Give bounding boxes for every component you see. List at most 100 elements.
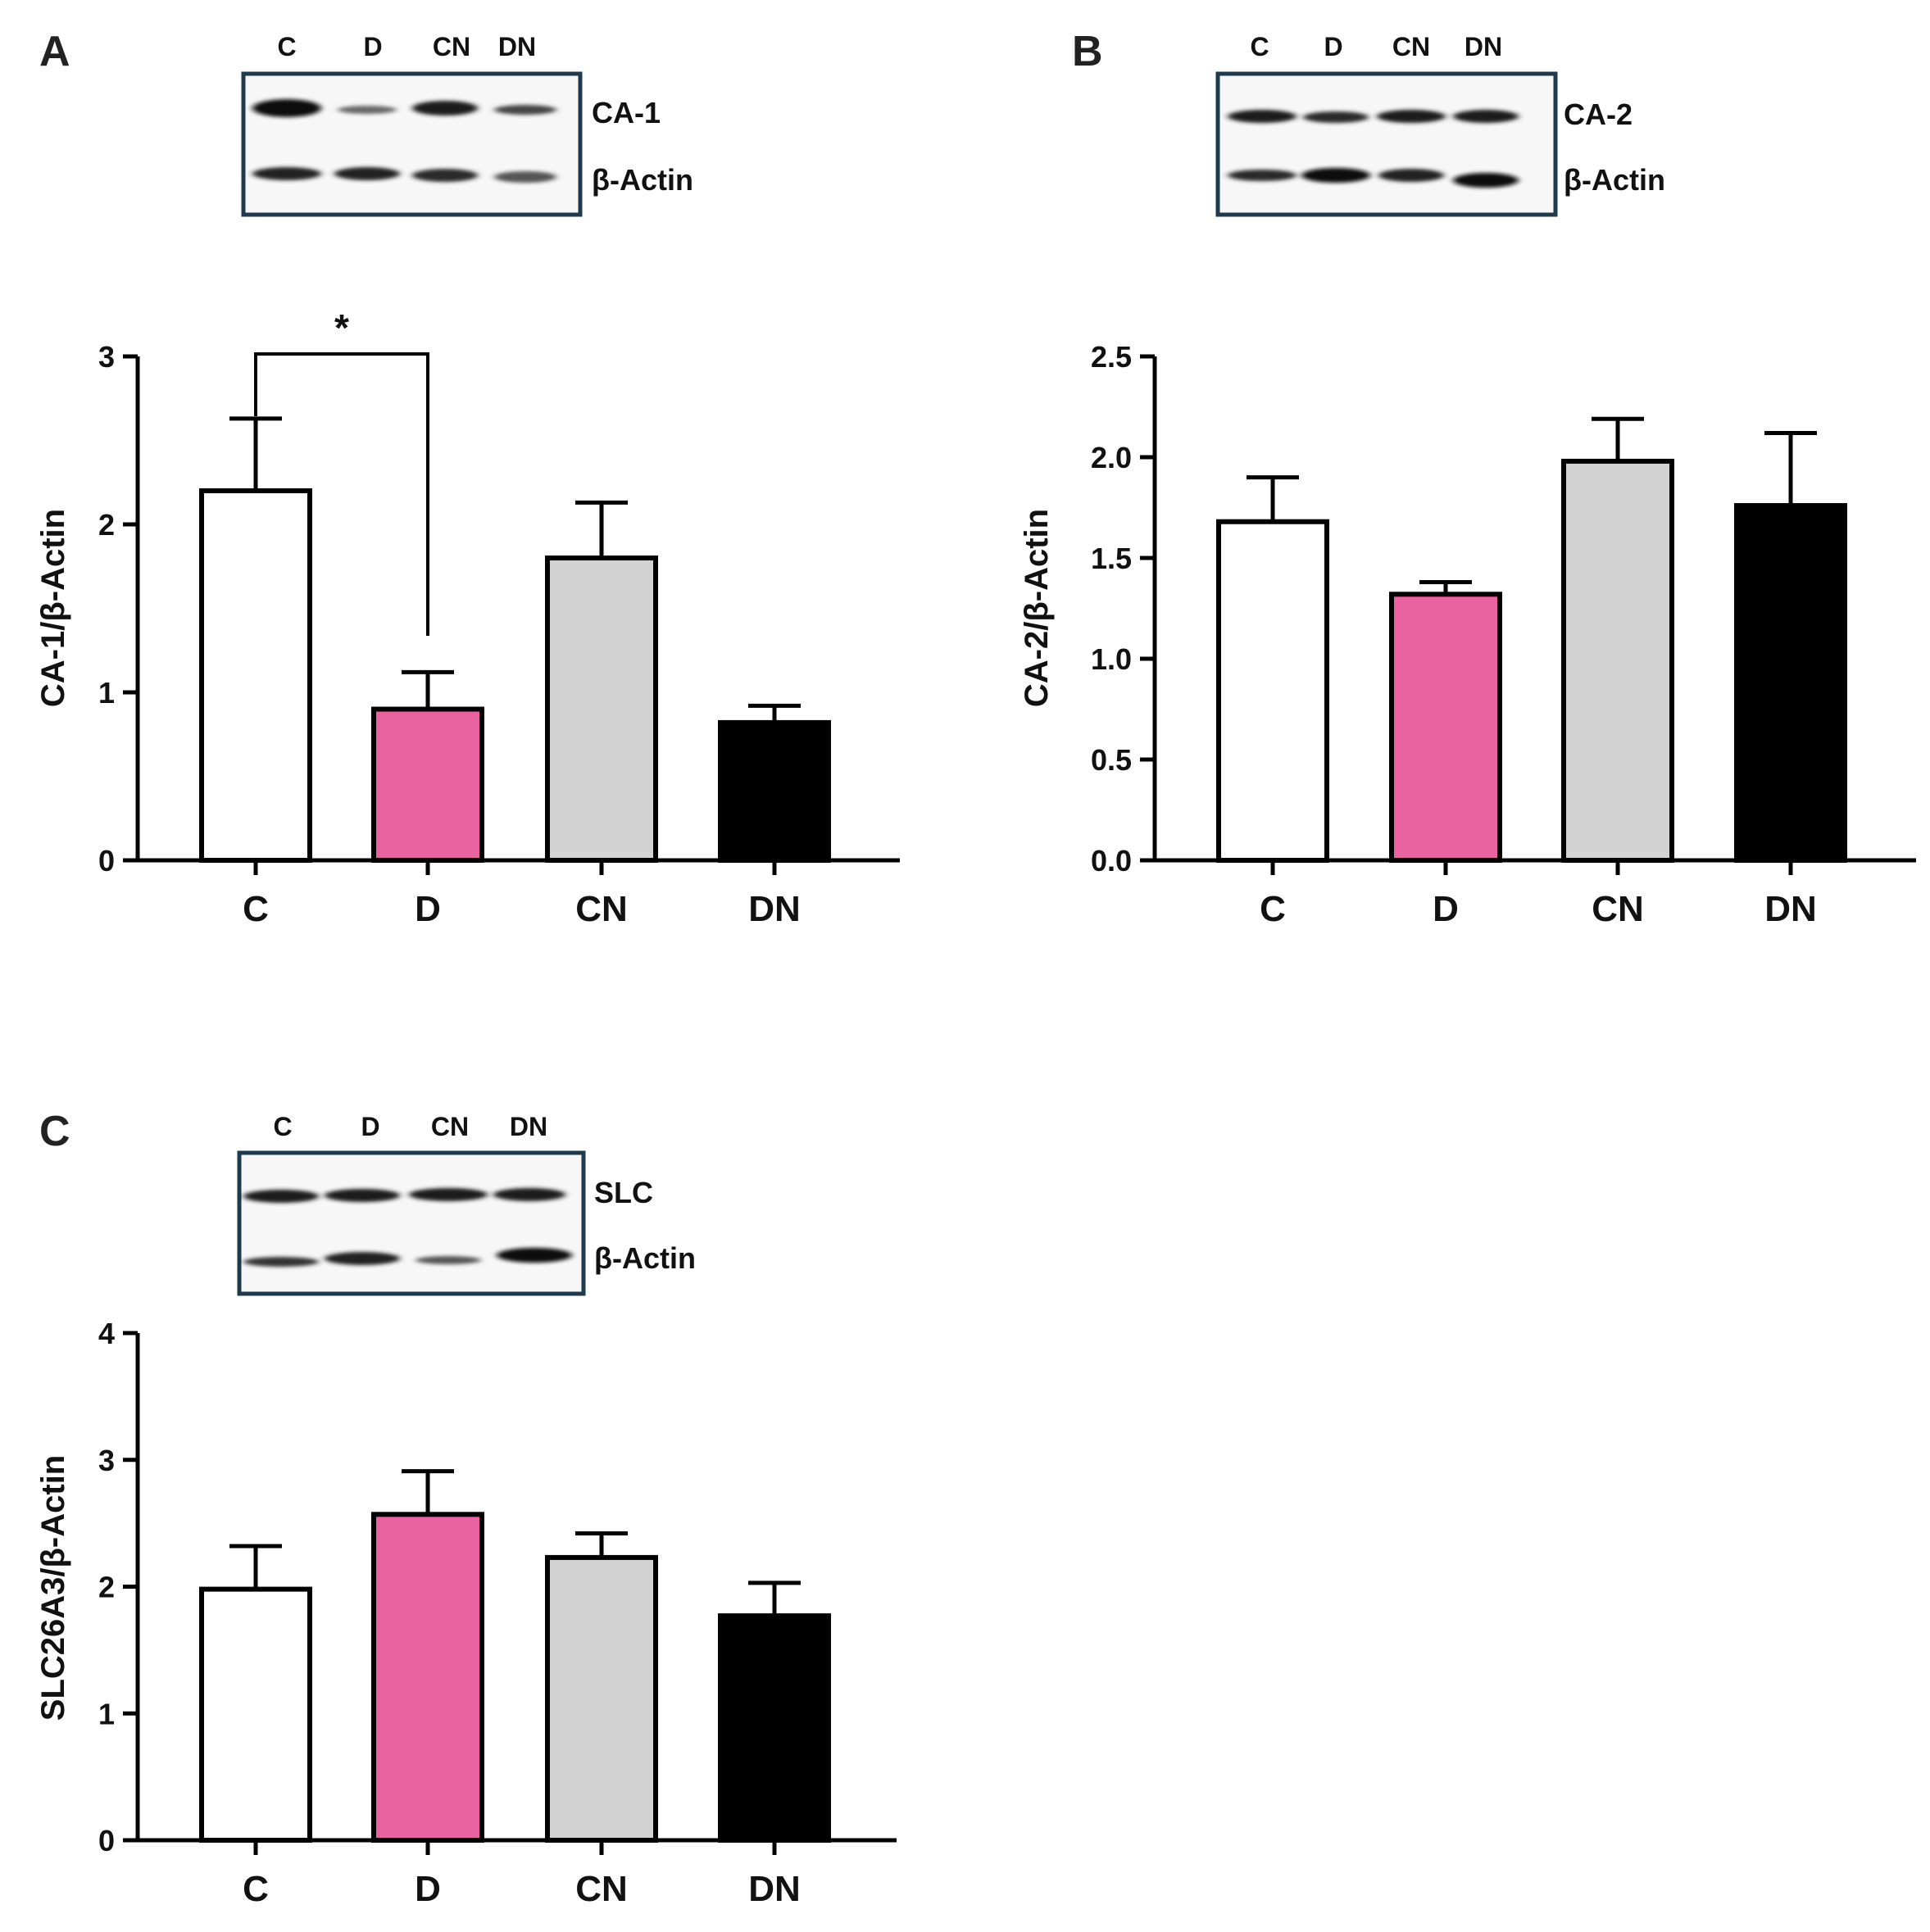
bar (1389, 592, 1502, 864)
blot-a: C D CN DN CA-1 β-Actin (241, 32, 693, 217)
blot-band (412, 169, 478, 182)
y-tick-label: 3 (98, 1444, 115, 1477)
y-tick-label: 4 (98, 1317, 115, 1350)
x-tick-label: DN (1764, 889, 1817, 929)
bar (545, 556, 658, 863)
blot-a-bands (252, 99, 556, 183)
blot-a-band-label: β-Actin (592, 163, 693, 197)
panel-letter-c: C (39, 1108, 70, 1155)
blot-band (494, 171, 556, 183)
blot-band (1228, 110, 1297, 123)
error-bar (1247, 475, 1299, 522)
y-ticks (1140, 354, 1155, 863)
bar (718, 719, 831, 864)
error-bar (1419, 580, 1472, 595)
panel-b: B C D CN DN CA-2 β-Actin (1019, 28, 1916, 929)
error-bar (402, 669, 454, 710)
blot-band (1377, 110, 1446, 123)
blot-band (409, 1188, 488, 1201)
bar (718, 1613, 831, 1844)
x-tick-label: C (243, 1869, 269, 1909)
error-bar (748, 1581, 801, 1617)
panel-c: C C D CN DN SLC β-Actin (35, 1108, 897, 1909)
panel-letter-a: A (39, 28, 70, 75)
y-tick-label: 2 (98, 508, 115, 542)
blot-b-lane-label: DN (1465, 32, 1502, 61)
chart-a-error-bars (229, 416, 801, 723)
y-tick-label: 0 (98, 844, 115, 878)
x-ticks (253, 860, 777, 875)
y-tick-labels: 0.0 0.5 1.0 1.5 2.0 2.5 (1091, 340, 1132, 878)
y-axis-title: CA-2/β-Actin (1019, 509, 1055, 707)
chart-b-bars (1216, 458, 1847, 864)
blot-b: C D CN DN CA-2 β-Actin (1215, 32, 1665, 217)
x-tick-labels: C D CN DN (243, 1869, 801, 1909)
x-tick-labels: C D CN DN (1260, 889, 1817, 929)
x-tick-labels: C D CN DN (243, 889, 801, 929)
chart-b: 0.0 0.5 1.0 1.5 2.0 2.5 C D CN DN CA-2/β… (1019, 340, 1916, 929)
panel-letter-b: B (1072, 28, 1103, 75)
bar (1216, 519, 1329, 863)
blot-b-band-label: β-Actin (1564, 163, 1665, 197)
blot-band (1303, 111, 1369, 123)
y-tick-label: 0.0 (1091, 844, 1132, 878)
y-axis-title: CA-1/β-Actin (35, 509, 71, 707)
blot-band (325, 1252, 400, 1265)
blot-b-frame (1215, 71, 1558, 217)
y-tick-label: 2 (98, 1571, 115, 1604)
y-tick-label: 1 (98, 1697, 115, 1730)
blot-band (252, 99, 321, 117)
error-bar (1592, 416, 1644, 461)
y-tick-label: 2.5 (1091, 340, 1132, 374)
blot-c-frame (237, 1150, 586, 1296)
bar (199, 488, 312, 863)
y-tick-label: 0.5 (1091, 743, 1132, 777)
blot-a-band-label: CA-1 (592, 96, 661, 129)
blot-band (325, 1189, 400, 1202)
error-bar (402, 1469, 454, 1515)
panel-a: A C D CN DN CA-1 β-Actin (35, 28, 900, 929)
chart-c-error-bars (229, 1469, 801, 1617)
x-ticks (253, 1840, 777, 1855)
blot-c-band-label: SLC (594, 1176, 653, 1209)
blot-band (1378, 169, 1444, 182)
blot-band (1453, 110, 1519, 123)
x-tick-label: C (243, 889, 269, 929)
chart-a-bars (199, 488, 831, 864)
error-bar (229, 1544, 282, 1590)
blot-band (243, 1257, 319, 1267)
y-tick-label: 1 (98, 676, 115, 710)
x-tick-label: CN (1592, 889, 1644, 929)
x-tick-label: DN (748, 889, 801, 929)
y-tick-label: 1.0 (1091, 642, 1132, 676)
x-tick-label: D (1433, 889, 1459, 929)
blot-c-band-label: β-Actin (594, 1241, 696, 1275)
chart-b-error-bars (1247, 416, 1817, 595)
blot-a-lane-label: C (277, 32, 296, 61)
bar (199, 1586, 312, 1843)
blot-band (1453, 173, 1519, 188)
y-tick-labels: 0 1 2 3 (98, 340, 115, 878)
blot-band (243, 1190, 319, 1203)
y-tick-labels: 0 1 2 3 4 (98, 1317, 115, 1857)
blot-band (494, 105, 556, 115)
blot-b-lane-label: CN (1392, 32, 1430, 61)
x-ticks (1270, 860, 1793, 875)
error-bar (575, 1531, 628, 1558)
y-tick-label: 3 (98, 340, 115, 374)
significance-label: * (334, 306, 349, 349)
blot-band (497, 1248, 572, 1263)
blot-band (416, 1256, 481, 1264)
x-tick-label: D (415, 889, 441, 929)
blot-a-lane-label: D (363, 32, 382, 61)
error-bar (575, 500, 628, 558)
x-tick-label: CN (575, 889, 628, 929)
bar (545, 1554, 658, 1843)
chart-a: 0 1 2 3 C D CN DN CA-1/β-Actin * (35, 306, 900, 929)
error-bar (748, 703, 801, 723)
bar (371, 1512, 484, 1843)
x-tick-label: D (415, 1869, 441, 1909)
blot-band (493, 1188, 565, 1201)
blot-c: C D CN DN SLC β-Actin (237, 1112, 696, 1296)
